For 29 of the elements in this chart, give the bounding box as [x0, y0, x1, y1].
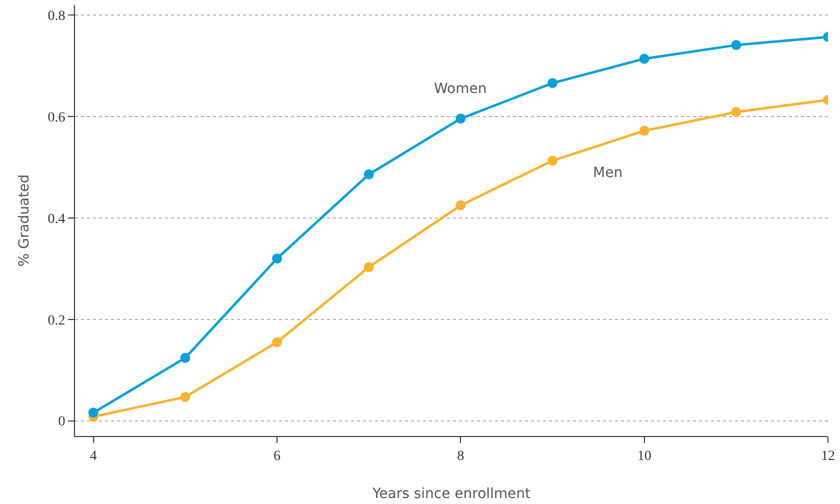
point [272, 337, 282, 348]
x-tick-label: 6 [274, 448, 281, 464]
point [272, 254, 282, 264]
series-label: Men [593, 165, 623, 181]
point [456, 114, 466, 124]
point [639, 54, 650, 64]
y-tick-label: 0.8 [48, 9, 66, 24]
y-tick-label: 0 [58, 414, 66, 430]
x-tick-label: 12 [821, 448, 835, 464]
x-tick-label: 10 [637, 448, 652, 464]
point [639, 126, 650, 136]
point [731, 106, 742, 117]
point [364, 262, 374, 272]
x-tick-label: 4 [90, 448, 97, 464]
x-axis-title: Years since enrollment [371, 486, 532, 502]
point [88, 408, 98, 418]
y-axis-title: % Graduated [16, 174, 32, 267]
x-tick-label: 8 [457, 448, 464, 464]
point [548, 156, 558, 166]
point [364, 169, 374, 180]
point [180, 392, 190, 402]
point [548, 78, 558, 88]
point [180, 352, 190, 363]
y-tick-label: 0.2 [48, 313, 66, 328]
y-tick-label: 0.4 [48, 212, 66, 227]
point [456, 200, 466, 210]
point [731, 40, 742, 50]
series-label: Women [434, 81, 487, 97]
y-tick-label: 0.6 [48, 110, 66, 126]
